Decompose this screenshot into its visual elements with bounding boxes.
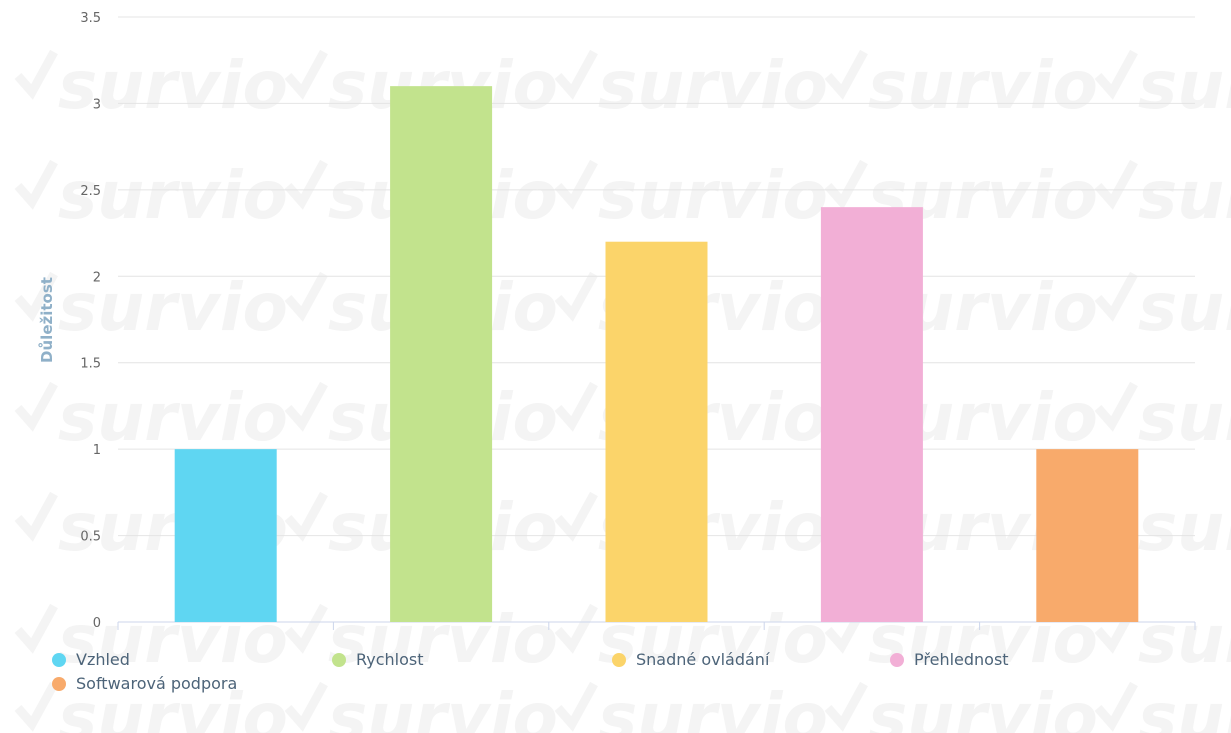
watermark-text: survio: [1138, 679, 1231, 733]
legend-dot-icon: [52, 676, 66, 691]
watermark-check-icon: [824, 49, 868, 100]
watermark-text: survio: [58, 157, 288, 234]
watermark-check-icon: [284, 49, 328, 100]
legend-label: Rychlost: [356, 650, 424, 669]
y-tick-label: 3.5: [80, 11, 101, 26]
watermark-text: survio: [1138, 379, 1231, 456]
watermark-check-icon: [554, 271, 598, 322]
watermark-check-icon: [284, 271, 328, 322]
watermark-check-icon: [554, 381, 598, 432]
y-axis-label: Důležitost: [38, 277, 56, 363]
legend-label: Přehlednost: [914, 650, 1009, 669]
watermark-text: survio: [58, 379, 288, 456]
bars: [174, 86, 1139, 622]
watermark-check-icon: [1094, 271, 1138, 322]
watermark-check-icon: [1094, 681, 1138, 732]
watermark-text: survio: [58, 269, 288, 346]
y-tick-label: 3: [93, 97, 101, 112]
y-tick-label: 1: [93, 443, 101, 458]
watermark-check-icon: [554, 49, 598, 100]
y-tick-label: 0.5: [80, 530, 101, 545]
bar-softwarov-podpora[interactable]: [1036, 449, 1139, 622]
x-axis-ticks: [117, 622, 1196, 630]
watermark-check-icon: [1094, 159, 1138, 210]
watermark-text: survio: [58, 47, 288, 124]
watermark-check-icon: [14, 603, 58, 654]
watermark-text: survio: [868, 47, 1098, 124]
bar-p-ehlednost[interactable]: [820, 207, 923, 622]
legend-dot-icon: [332, 652, 346, 667]
legend-item[interactable]: Přehlednost: [890, 650, 1009, 669]
legend-label: Snadné ovládání: [636, 650, 770, 669]
watermark-text: survio: [1138, 47, 1231, 124]
watermark-check-icon: [14, 271, 58, 322]
watermark-check-icon: [554, 159, 598, 210]
watermark-text: survio: [598, 47, 828, 124]
watermark-check-icon: [554, 603, 598, 654]
bar-rychlost[interactable]: [390, 86, 493, 622]
watermark-text: survio: [58, 679, 288, 733]
watermark-check-icon: [284, 381, 328, 432]
watermark-text: survio: [1138, 157, 1231, 234]
bar-vzhled[interactable]: [174, 449, 277, 622]
watermark-check-icon: [284, 491, 328, 542]
watermark-check-icon: [1094, 49, 1138, 100]
legend-label: Vzhled: [76, 650, 130, 669]
y-axis-ticks: 0 0.5 1 1.5 2 2.5 3 3.5: [80, 11, 101, 631]
legend-item[interactable]: Snadné ovládání: [612, 650, 769, 669]
watermark-check-icon: [14, 49, 58, 100]
watermark-text: survio: [1138, 269, 1231, 346]
watermark-check-icon: [284, 603, 328, 654]
y-tick-label: 2.5: [80, 184, 101, 199]
bar-snadn-ovl-d-n-[interactable]: [605, 241, 708, 622]
y-tick-label: 1.5: [80, 357, 101, 372]
legend-item[interactable]: Softwarová podpora: [52, 674, 237, 693]
watermark-check-icon: [824, 681, 868, 732]
watermark-text: survio: [1138, 601, 1231, 678]
watermark-check-icon: [554, 491, 598, 542]
y-tick-label: 0: [93, 616, 101, 631]
watermark-check-icon: [554, 681, 598, 732]
watermark-text: survio: [328, 679, 558, 733]
watermark-check-icon: [284, 681, 328, 732]
legend-label: Softwarová podpora: [76, 674, 238, 693]
y-tick-label: 2: [93, 270, 101, 285]
watermark-check-icon: [14, 159, 58, 210]
watermark-check-icon: [14, 491, 58, 542]
watermark-check-icon: [284, 159, 328, 210]
legend-dot-icon: [52, 652, 66, 667]
watermark-text: survio: [868, 679, 1098, 733]
legend-item[interactable]: Rychlost: [332, 650, 424, 669]
watermark-text: survio: [1138, 489, 1231, 566]
watermark-check-icon: [14, 681, 58, 732]
watermark-text: survio: [598, 157, 828, 234]
legend-dot-icon: [890, 652, 904, 667]
legend-item[interactable]: Vzhled: [52, 650, 130, 669]
watermark-check-icon: [824, 159, 868, 210]
watermark-text: survio: [598, 679, 828, 733]
watermark-check-icon: [14, 381, 58, 432]
watermark-check-icon: [1094, 381, 1138, 432]
legend-dot-icon: [612, 652, 626, 667]
